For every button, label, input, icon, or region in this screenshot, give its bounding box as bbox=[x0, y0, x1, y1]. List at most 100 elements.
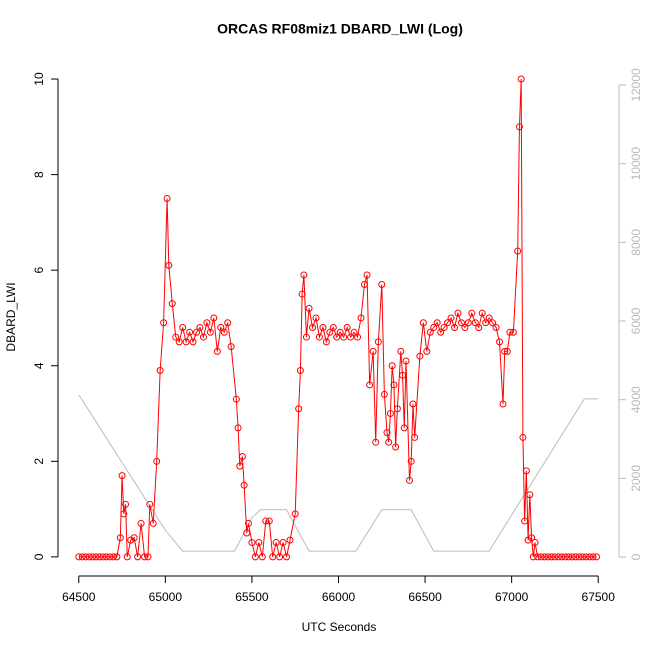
data-point bbox=[489, 319, 497, 327]
data-point bbox=[163, 194, 171, 202]
data-point bbox=[433, 319, 441, 327]
data-point bbox=[519, 433, 527, 441]
data-point bbox=[244, 519, 252, 527]
data-point bbox=[120, 510, 128, 518]
data-point bbox=[541, 553, 549, 561]
data-point bbox=[454, 309, 462, 317]
data-point bbox=[409, 400, 417, 408]
data-point bbox=[279, 539, 287, 547]
data-point bbox=[526, 491, 534, 499]
data-point bbox=[554, 553, 562, 561]
y2-tick-label: 6000 bbox=[629, 307, 643, 334]
y-tick-label: 6 bbox=[32, 267, 46, 274]
data-point bbox=[300, 271, 308, 279]
data-point bbox=[196, 324, 204, 332]
data-point bbox=[399, 371, 407, 379]
data-point bbox=[144, 553, 152, 561]
data-point bbox=[286, 536, 294, 544]
data-point bbox=[509, 328, 517, 336]
data-point bbox=[156, 367, 164, 375]
data-point bbox=[123, 553, 131, 561]
data-point bbox=[85, 553, 93, 561]
data-point bbox=[380, 390, 388, 398]
data-point bbox=[531, 539, 539, 547]
data-point bbox=[329, 324, 337, 332]
data-point bbox=[302, 333, 310, 341]
data-point bbox=[586, 553, 594, 561]
y2-tick-label: 0 bbox=[629, 553, 643, 560]
data-point bbox=[471, 319, 479, 327]
data-point bbox=[213, 347, 221, 355]
data-point bbox=[575, 553, 583, 561]
data-point bbox=[515, 123, 523, 131]
data-point bbox=[319, 324, 327, 332]
data-point bbox=[360, 281, 368, 289]
data-point bbox=[551, 553, 559, 561]
x-tick-label: 66000 bbox=[322, 590, 356, 604]
data-point bbox=[238, 453, 246, 461]
data-point bbox=[272, 539, 280, 547]
data-point bbox=[451, 324, 459, 332]
y-axis-label: DBARD_LWI bbox=[4, 282, 18, 351]
data-point bbox=[78, 553, 86, 561]
data-point bbox=[165, 261, 173, 269]
data-point bbox=[220, 328, 228, 336]
data-point bbox=[291, 510, 299, 518]
series-line bbox=[78, 79, 597, 558]
data-point bbox=[558, 553, 566, 561]
x-tick-label: 65500 bbox=[235, 590, 269, 604]
data-point bbox=[388, 362, 396, 370]
series-line bbox=[78, 394, 599, 552]
data-point bbox=[528, 534, 536, 542]
data-point bbox=[182, 338, 190, 346]
data-point bbox=[118, 472, 126, 480]
data-point bbox=[522, 467, 530, 475]
data-point bbox=[405, 476, 413, 484]
data-point bbox=[407, 457, 415, 465]
x-tick-label: 67500 bbox=[582, 590, 616, 604]
data-point bbox=[137, 519, 145, 527]
data-point bbox=[534, 553, 542, 561]
data-point bbox=[127, 536, 135, 544]
x-tick-label: 66500 bbox=[408, 590, 442, 604]
data-point bbox=[475, 324, 483, 332]
data-point bbox=[75, 553, 83, 561]
data-point bbox=[305, 304, 313, 312]
data-point bbox=[464, 319, 472, 327]
data-point bbox=[565, 553, 573, 561]
data-point bbox=[240, 481, 248, 489]
data-point bbox=[447, 314, 455, 322]
data-point bbox=[416, 352, 424, 360]
data-point bbox=[457, 319, 465, 327]
data-point bbox=[206, 328, 214, 336]
data-point bbox=[426, 328, 434, 336]
data-point bbox=[262, 517, 270, 525]
data-point bbox=[582, 553, 590, 561]
data-point bbox=[378, 281, 386, 289]
data-point bbox=[99, 553, 107, 561]
data-point bbox=[386, 410, 394, 418]
data-point bbox=[501, 347, 509, 355]
data-point bbox=[440, 324, 448, 332]
data-point bbox=[423, 347, 431, 355]
data-point bbox=[175, 338, 183, 346]
data-point bbox=[547, 553, 555, 561]
data-point bbox=[437, 328, 445, 336]
data-point bbox=[179, 324, 187, 332]
data-point bbox=[210, 314, 218, 322]
data-point bbox=[141, 553, 149, 561]
data-point bbox=[236, 462, 244, 470]
data-point bbox=[315, 333, 323, 341]
data-point bbox=[354, 333, 362, 341]
data-point bbox=[109, 553, 117, 561]
data-point bbox=[333, 333, 341, 341]
data-point bbox=[234, 424, 242, 432]
y2-tick-label: 4000 bbox=[629, 386, 643, 413]
data-point bbox=[186, 328, 194, 336]
data-point bbox=[296, 367, 304, 375]
data-point bbox=[312, 314, 320, 322]
y2-tick-label: 10000 bbox=[629, 147, 643, 181]
data-point bbox=[347, 333, 355, 341]
data-point bbox=[326, 328, 334, 336]
